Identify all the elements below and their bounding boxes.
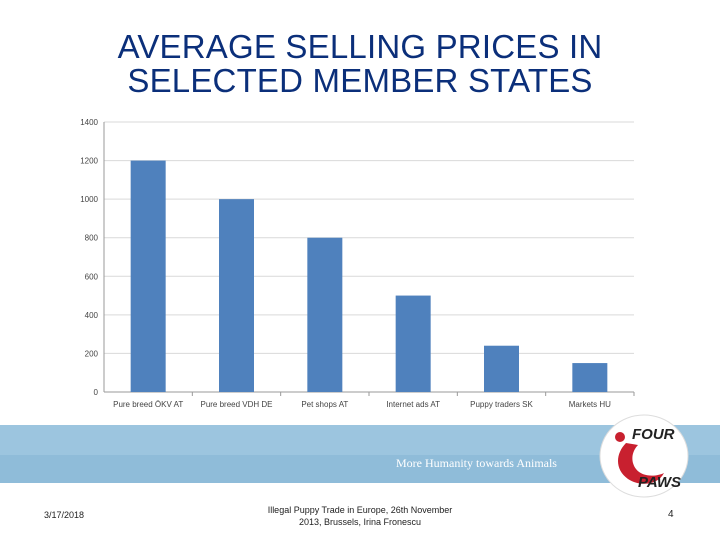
footer-caption-line-1: Illegal Puppy Trade in Europe, 26th Nove… [267,505,453,515]
y-tick-label: 1400 [80,118,98,127]
footer-caption: Illegal Puppy Trade in Europe, 26th Nove… [245,504,475,528]
x-category-label: Internet ads AT [386,400,440,409]
page-number: 4 [668,509,674,520]
title-line-1: AVERAGE SELLING PRICES IN [117,28,603,65]
four-paws-logo: FOUR PAWS [599,414,689,498]
bar [130,160,166,392]
bar [307,237,343,392]
x-category-label: Pure breed VDH DE [200,400,272,409]
y-tick-label: 1000 [80,195,98,204]
tagline: More Humanity towards Animals [396,456,557,470]
bar-chart: 0 200 400 600 800 1000 1200 1400 Pure breed ÖKV … [80,118,635,409]
bar [484,345,519,392]
logo-animal-icon [618,443,664,484]
x-category-label: Pet shops AT [301,400,348,409]
bar [219,199,254,392]
logo-text-bottom: PAWS [638,474,681,491]
footer-date: 3/17/2018 [44,510,85,520]
x-category-label: Puppy traders SK [470,400,533,409]
y-tick-label: 400 [85,311,99,320]
y-tick-label: 800 [85,234,99,243]
y-tick-label: 1200 [80,157,98,166]
y-tick-label: 200 [85,349,99,358]
x-category-label: Pure breed ÖKV AT [113,400,183,409]
bar [395,295,431,392]
title-line-2: SELECTED MEMBER STATES [127,62,593,99]
slide-title: AVERAGE SELLING PRICES IN SELECTED MEMBE… [70,30,650,98]
logo-dot-icon [615,432,625,442]
bar [572,363,608,392]
y-tick-label: 0 [94,388,99,397]
x-category-label: Markets HU [569,400,611,409]
y-tick-label: 600 [85,272,99,281]
footer-caption-line-2: 2013, Brussels, Irina Fronescu [298,517,422,527]
logo-text-top: FOUR [632,426,675,443]
